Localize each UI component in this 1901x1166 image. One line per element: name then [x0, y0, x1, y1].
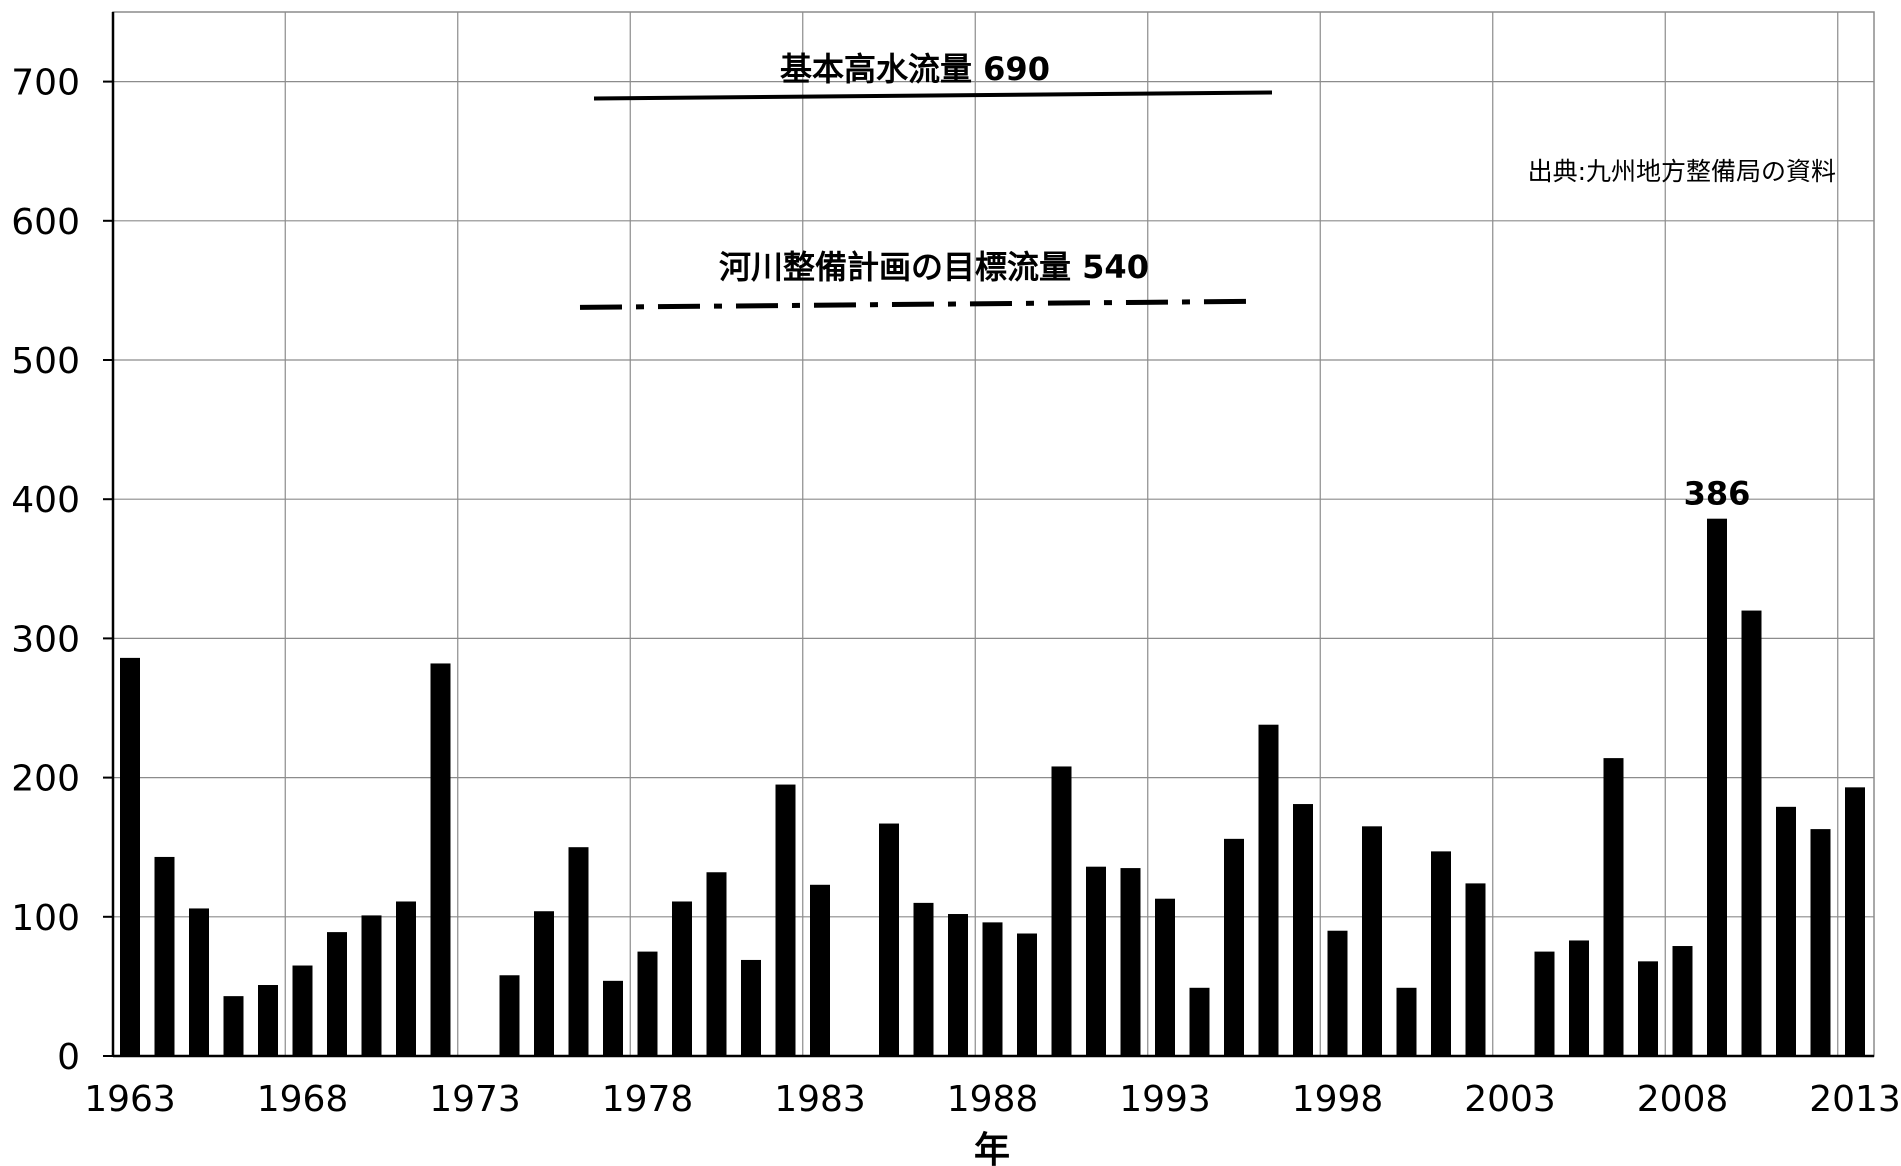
- bar-2009: [1707, 518, 1727, 1056]
- x-tick-labels: 1963 1968 1973 1978 1983 1988 1993 1998 2003 2008…: [84, 1079, 1901, 1120]
- bar-1998: [1327, 930, 1348, 1056]
- x-tick-label: 1988: [947, 1079, 1039, 1120]
- bar-1990: [1051, 766, 1072, 1056]
- bar-1983: [810, 884, 830, 1056]
- bar-2011: [1776, 806, 1796, 1056]
- bar-1997: [1293, 804, 1313, 1056]
- bar-1964: [154, 856, 175, 1056]
- x-tick-label: 2013: [1809, 1079, 1901, 1120]
- bar-1989: [1017, 933, 1037, 1056]
- x-tick-label: 1983: [774, 1079, 866, 1120]
- x-tick-label: 2003: [1464, 1079, 1556, 1120]
- y-tick-label: 500: [11, 341, 80, 382]
- bar-1971: [396, 901, 416, 1056]
- bar-1985: [879, 823, 899, 1056]
- bar-1969: [327, 932, 347, 1056]
- bar-1967: [258, 985, 278, 1056]
- bar-1980: [706, 872, 727, 1056]
- bar-1999: [1362, 826, 1382, 1056]
- bar-1994: [1189, 987, 1210, 1056]
- bar-2002: [1465, 883, 1486, 1056]
- bar-2004: [1534, 951, 1555, 1056]
- y-tick-label: 0: [57, 1037, 80, 1078]
- bar-2012: [1810, 829, 1831, 1056]
- bars: [120, 518, 1865, 1056]
- bar-1986: [913, 902, 934, 1056]
- reference-label-basic-flood: 基本高水流量 690: [780, 50, 1050, 88]
- y-tick-label: 100: [11, 898, 80, 939]
- y-tick-label: 400: [11, 480, 80, 521]
- bar-2007: [1638, 961, 1658, 1056]
- reference-line-target-flow: [579, 298, 1259, 310]
- bar-2000: [1396, 987, 1417, 1056]
- bar-1977: [603, 980, 623, 1056]
- bar-1979: [672, 901, 692, 1056]
- x-tick-label: 1973: [429, 1079, 521, 1120]
- source-note: 出典:九州地方整備局の資料: [1528, 157, 1836, 186]
- x-tick-label: 1968: [257, 1079, 349, 1120]
- bar-1974: [499, 975, 520, 1056]
- bar-2005: [1569, 940, 1589, 1056]
- x-tick-label: 2008: [1637, 1079, 1729, 1120]
- bar-1992: [1120, 868, 1141, 1056]
- bar-1978: [637, 951, 658, 1056]
- y-tick-labels: 0 100 200 300 400 500 600 700: [11, 63, 80, 1078]
- grid-lines: [112, 12, 1874, 1057]
- data-label-2009: 386: [1684, 475, 1751, 513]
- y-tick-label: 300: [11, 619, 80, 660]
- bar-2006: [1603, 758, 1624, 1056]
- bar-1970: [361, 915, 382, 1056]
- bar-1965: [189, 908, 209, 1056]
- bar-1982: [775, 784, 796, 1056]
- bar-1976: [568, 847, 589, 1056]
- bar-1993: [1155, 898, 1175, 1056]
- bar-1975: [534, 911, 554, 1056]
- bar-1988: [982, 922, 1003, 1056]
- bar-2008: [1672, 946, 1693, 1056]
- bar-1966: [223, 996, 244, 1056]
- bar-1963: [120, 657, 140, 1056]
- y-tick-label: 600: [11, 202, 80, 243]
- bar-1996: [1258, 724, 1279, 1056]
- x-axis-label: 年: [974, 1130, 1010, 1166]
- bar-2001: [1431, 851, 1451, 1056]
- bar-2013: [1845, 787, 1865, 1056]
- y-tick-label: 700: [11, 63, 80, 104]
- bar-1991: [1086, 866, 1106, 1056]
- reference-lines: 基本高水流量 690 河川整備計画の目標流量 540: [579, 50, 1273, 310]
- x-tick-label: 1998: [1292, 1079, 1384, 1120]
- bar-1972: [430, 663, 451, 1056]
- bar-1968: [292, 965, 313, 1056]
- bar-1995: [1224, 838, 1244, 1056]
- reference-line-basic-flood: [593, 90, 1273, 101]
- y-tick-label: 200: [11, 759, 80, 800]
- bar-1981: [741, 959, 761, 1056]
- axes: [103, 11, 1875, 1058]
- x-tick-label: 1978: [602, 1079, 694, 1120]
- bar-1987: [948, 914, 968, 1056]
- x-tick-label: 1993: [1119, 1079, 1211, 1120]
- x-tick-label: 1963: [84, 1079, 176, 1120]
- reference-label-target-flow: 河川整備計画の目標流量 540: [719, 248, 1149, 286]
- bar-2010: [1741, 610, 1762, 1056]
- data-labels: 386: [1684, 475, 1751, 513]
